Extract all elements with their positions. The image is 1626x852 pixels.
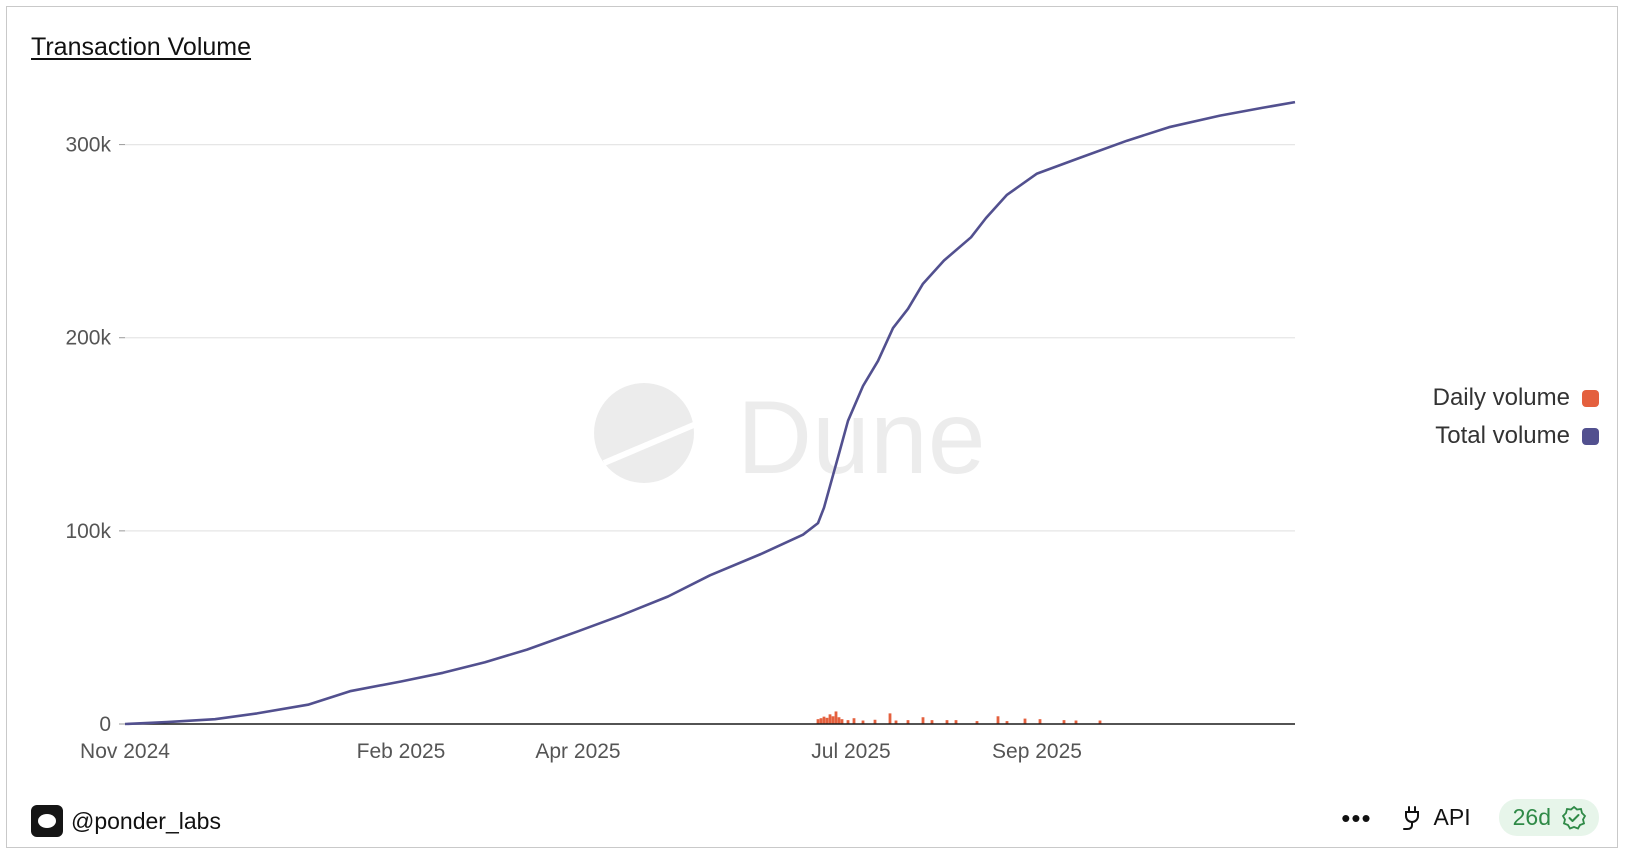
daily-volume-bar bbox=[1062, 720, 1066, 724]
x-axis: Nov 2024 Feb 2025 Apr 2025 Jul 2025 Sep 2025 bbox=[80, 740, 1082, 763]
daily-volume-bar bbox=[831, 716, 835, 724]
age-badge[interactable]: 26d bbox=[1498, 799, 1599, 836]
y-tick-label: 200k bbox=[65, 327, 111, 350]
y-tick-label: 0 bbox=[99, 713, 111, 736]
daily-volume-bars bbox=[125, 711, 1295, 725]
daily-volume-bar bbox=[975, 721, 979, 724]
x-tick-label: Jul 2025 bbox=[811, 740, 890, 763]
daily-volume-bar bbox=[834, 711, 838, 724]
author[interactable]: @ponder_labs bbox=[31, 805, 221, 837]
daily-volume-bar bbox=[888, 713, 892, 724]
legend-label-total-volume: Total volume bbox=[1435, 422, 1570, 449]
x-tick-label: Sep 2025 bbox=[992, 740, 1082, 763]
legend-label-daily-volume: Daily volume bbox=[1432, 384, 1570, 411]
daily-volume-bar bbox=[1023, 718, 1027, 724]
y-tick-label: 100k bbox=[65, 520, 111, 543]
daily-volume-bar bbox=[921, 717, 925, 724]
daily-volume-bar bbox=[822, 716, 826, 724]
chart-title[interactable]: Transaction Volume bbox=[31, 33, 252, 61]
x-tick-label: Apr 2025 bbox=[535, 740, 620, 763]
legend-swatch-total-volume bbox=[1582, 427, 1599, 445]
y-axis: 0 100k 200k 300k bbox=[65, 134, 125, 736]
total-volume-line bbox=[124, 100, 1296, 726]
daily-volume-bar bbox=[828, 714, 832, 724]
chart-card: Transaction Volume Dune 0 100k 200k 300k No… bbox=[6, 6, 1618, 848]
total-volume-line-group bbox=[124, 100, 1296, 726]
x-tick-label: Feb 2025 bbox=[357, 740, 446, 763]
api-label: API bbox=[1433, 804, 1471, 830]
daily-volume-bar bbox=[816, 719, 820, 724]
legend-swatch-daily-volume bbox=[1582, 389, 1599, 407]
daily-volume-bar bbox=[954, 720, 958, 724]
daily-volume-bar bbox=[846, 720, 850, 724]
age-badge-label: 26d bbox=[1512, 804, 1551, 830]
plug-icon bbox=[1402, 805, 1419, 830]
dune-watermark: Dune bbox=[594, 380, 986, 496]
chart-svg: Dune 0 100k 200k 300k Nov 2024 Feb 2025 Apr 2… bbox=[65, 100, 1296, 763]
daily-volume-bar bbox=[840, 719, 844, 724]
more-dots-icon[interactable]: ••• bbox=[1341, 802, 1372, 833]
daily-volume-bar bbox=[837, 717, 841, 724]
daily-volume-bar bbox=[1098, 720, 1102, 724]
daily-volume-bar bbox=[906, 720, 910, 724]
api-button[interactable]: API bbox=[1400, 804, 1471, 832]
avatar-logo-icon bbox=[31, 805, 63, 837]
daily-volume-bar bbox=[819, 718, 823, 724]
daily-volume-bar bbox=[1074, 720, 1078, 724]
verified-check-icon bbox=[1561, 805, 1587, 830]
x-tick-label: Nov 2024 bbox=[80, 740, 170, 763]
daily-volume-bar bbox=[945, 720, 949, 724]
legend-item-total-volume[interactable]: Total volume bbox=[1433, 417, 1599, 455]
daily-volume-bar bbox=[825, 717, 829, 724]
grid-lines bbox=[125, 143, 1295, 532]
y-tick-label: 300k bbox=[65, 134, 111, 157]
legend: Daily volume Total volume bbox=[1433, 379, 1599, 455]
daily-volume-bar bbox=[996, 716, 1000, 724]
daily-volume-bar bbox=[852, 718, 856, 724]
daily-volume-bar bbox=[930, 720, 934, 724]
daily-volume-bar bbox=[894, 720, 898, 724]
footer-actions: ••• API 26d bbox=[1341, 799, 1599, 836]
legend-item-daily-volume[interactable]: Daily volume bbox=[1433, 379, 1599, 417]
author-handle: @ponder_labs bbox=[71, 807, 221, 834]
daily-volume-bar bbox=[873, 719, 877, 724]
watermark-text: Dune bbox=[737, 380, 986, 496]
daily-volume-bar bbox=[1038, 719, 1042, 724]
daily-volume-bar bbox=[861, 720, 865, 724]
daily-volume-bar bbox=[1005, 721, 1009, 724]
